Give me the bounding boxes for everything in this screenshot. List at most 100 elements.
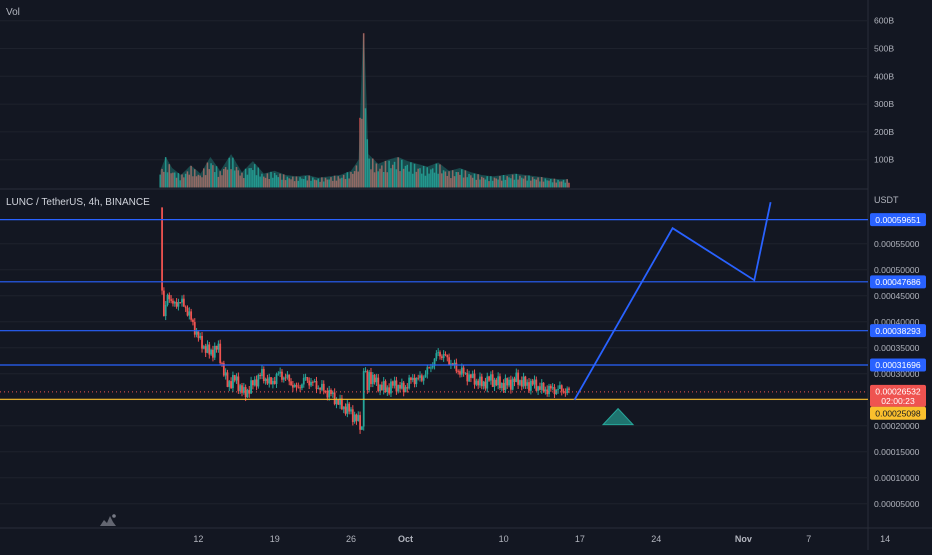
candle-body <box>529 380 532 391</box>
symbol-title[interactable]: LUNC / TetherUS, 4h, BINANCE <box>6 197 150 208</box>
volume-bar <box>170 173 172 188</box>
candle-body <box>500 382 503 389</box>
volume-bar <box>304 176 307 188</box>
volume-bar <box>544 178 547 188</box>
volume-bar <box>473 173 476 188</box>
candle-body <box>471 373 474 378</box>
volume-bar <box>326 179 329 188</box>
volume-bar <box>366 139 369 188</box>
candle-body <box>255 379 258 387</box>
candle-body <box>542 382 545 392</box>
volume-bar <box>275 175 278 188</box>
volume-bar <box>459 174 461 188</box>
volume-bar <box>524 175 527 188</box>
candle-body <box>390 381 392 394</box>
volume-bar <box>390 168 392 188</box>
volume-bar <box>224 167 227 188</box>
volume-bar <box>475 179 478 188</box>
volume-bar <box>493 177 496 188</box>
volume-bar <box>346 172 349 188</box>
volume-bar <box>448 171 450 188</box>
candle-body <box>202 346 205 349</box>
candle-body <box>281 371 283 380</box>
candle-body <box>448 357 450 365</box>
volume-bar <box>517 179 519 188</box>
price-tick-label: 0.00020000 <box>874 421 920 431</box>
candle-body <box>482 381 485 387</box>
volume-bar <box>243 178 245 188</box>
volume-bar <box>273 172 276 188</box>
volume-bar <box>491 180 494 188</box>
candle-body <box>321 383 323 390</box>
candle-body <box>553 387 556 395</box>
volume-bar <box>313 179 316 188</box>
candle-body <box>350 409 352 412</box>
countdown-badge: 02:00:23 <box>881 396 915 406</box>
candle-body <box>333 392 336 405</box>
volume-bar <box>550 178 552 188</box>
current-price-badge-bg <box>870 384 926 407</box>
level-price-badge-bg <box>870 213 926 227</box>
volume-bar <box>528 175 530 188</box>
volume-bar <box>361 118 363 188</box>
candle-body <box>239 385 242 392</box>
volume-bar <box>462 177 465 188</box>
horizontal-levels[interactable] <box>0 219 868 400</box>
level-price-badge-bg <box>870 358 926 372</box>
candle-body <box>513 378 516 382</box>
candle-body <box>217 343 220 350</box>
volume-bar <box>241 172 243 188</box>
candle-body <box>291 385 294 388</box>
candle-body <box>304 377 307 379</box>
volume-bar <box>212 165 214 188</box>
volume-bar <box>250 167 252 188</box>
volume-bar <box>330 177 332 188</box>
volume-bar <box>350 171 352 188</box>
time-tick-label: Nov <box>735 534 752 544</box>
candle-body <box>522 376 525 387</box>
candle-body <box>208 344 211 355</box>
volume-bar <box>424 175 427 188</box>
candle-body <box>528 382 530 391</box>
candle-body <box>286 374 289 378</box>
candle-body <box>509 379 512 390</box>
candle-body <box>172 300 174 304</box>
candle-body <box>233 375 236 381</box>
time-tick-label: Oct <box>398 534 413 544</box>
candle-body <box>302 377 305 385</box>
volume-bar <box>559 181 561 188</box>
volume-bar <box>213 172 216 188</box>
candle-body <box>568 388 570 390</box>
volume-bar <box>468 173 470 188</box>
candle-body <box>544 389 547 392</box>
volume-bar <box>279 173 281 188</box>
volume-bar <box>299 177 301 188</box>
candle-body <box>322 383 325 391</box>
volume-bar <box>295 176 298 188</box>
candle-body <box>371 374 374 384</box>
candle-body <box>268 377 271 384</box>
candle-body <box>380 384 383 391</box>
volume-bar <box>560 181 563 188</box>
volume-bar <box>442 170 445 188</box>
candle-body <box>411 377 414 381</box>
projection-line[interactable] <box>573 202 772 401</box>
projection-path[interactable] <box>573 202 772 426</box>
candle-body <box>442 354 445 359</box>
time-axis[interactable]: 12 19 26 Oct 10 17 24 Nov 7 14 <box>193 534 890 544</box>
candle-body <box>457 371 460 373</box>
volume-bar <box>282 174 285 188</box>
candle-body <box>559 385 561 389</box>
level-price-badge: 0.00038293 <box>875 326 921 336</box>
volume-bar <box>188 174 191 188</box>
volume-bar <box>535 179 537 188</box>
volume-tick-label: 200B <box>874 127 894 137</box>
candle-body <box>313 381 316 383</box>
up-triangle-marker[interactable] <box>601 407 635 426</box>
candle-body <box>473 373 476 385</box>
candle-body <box>204 346 207 353</box>
volume-bar <box>504 179 507 188</box>
candle-body <box>179 302 182 303</box>
candle-body <box>391 381 394 386</box>
